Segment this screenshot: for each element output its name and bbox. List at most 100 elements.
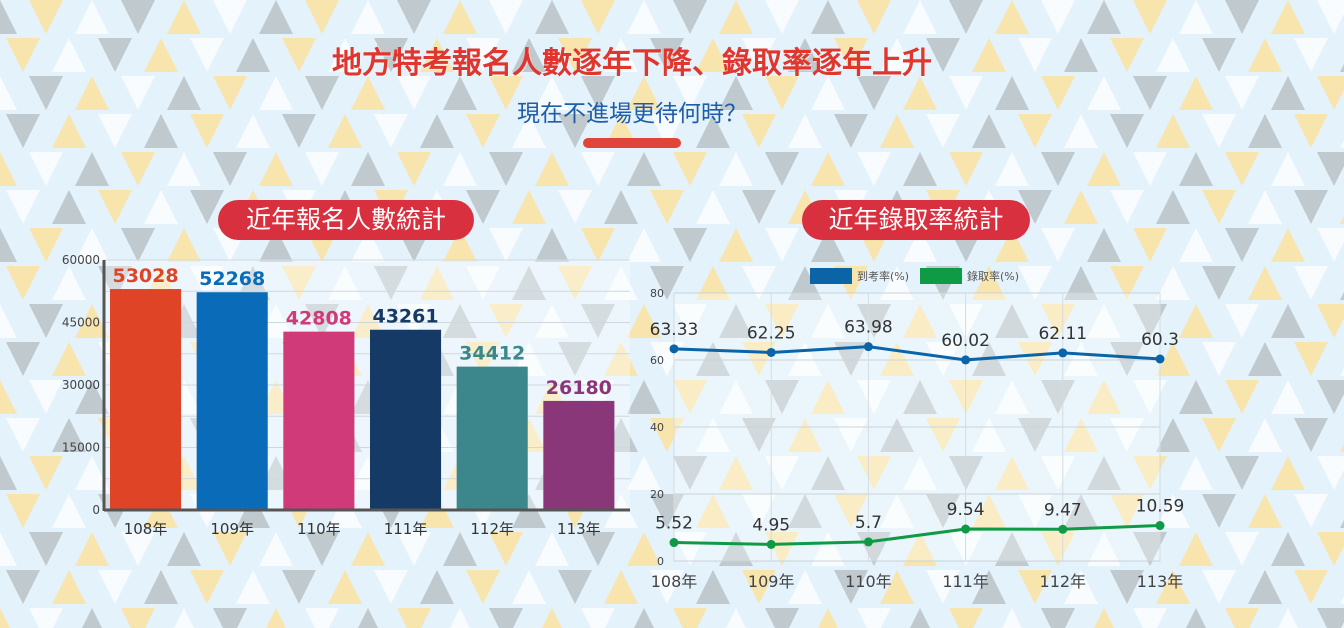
bg-triangle (742, 114, 776, 148)
bg-triangle (82, 608, 102, 628)
bg-triangle (558, 190, 592, 224)
bg-triangle (75, 228, 109, 262)
bg-triangle (765, 304, 799, 338)
bg-triangle (29, 152, 63, 186)
bg-triangle (765, 228, 799, 262)
bg-triangle (6, 570, 40, 604)
page-subtitle: 現在不進場更待何時？ (517, 101, 747, 127)
bg-triangle (1041, 608, 1075, 628)
bg-triangle (1064, 570, 1098, 604)
bg-triangle (1087, 152, 1121, 186)
bg-triangle (489, 152, 523, 186)
series-1-value-label: 60.3 (1141, 330, 1179, 350)
bg-triangle (627, 228, 661, 262)
bg-triangle (1294, 38, 1328, 72)
bg-triangle (144, 190, 178, 224)
bg-triangle (650, 38, 684, 72)
bg-triangle (1317, 456, 1344, 490)
bar-3 (283, 331, 355, 510)
bg-triangle (696, 114, 730, 148)
bg-triangle (1018, 190, 1052, 224)
bg-triangle (1064, 494, 1098, 528)
bg-triangle (581, 0, 615, 34)
bg-triangle (1225, 456, 1259, 490)
bg-triangle (742, 494, 776, 528)
bg-triangle (1064, 418, 1098, 452)
bg-triangle (489, 76, 523, 110)
bg-triangle (190, 190, 224, 224)
bg-triangle (1248, 342, 1282, 376)
bg-triangle (282, 570, 316, 604)
bg-triangle (1041, 152, 1075, 186)
bg-triangle (443, 532, 477, 566)
bg-triangle (1294, 114, 1328, 148)
bg-triangle (443, 228, 477, 262)
bg-triangle (765, 380, 799, 414)
bg-triangle (1202, 38, 1236, 72)
bg-triangle (880, 114, 914, 148)
bg-triangle (1248, 266, 1282, 300)
bg-triangle (1041, 0, 1075, 34)
bg-triangle (1317, 76, 1344, 110)
series-2-value-label: 9.47 (1044, 500, 1082, 520)
bg-triangle (450, 608, 470, 628)
bar-y-tick-label: 15000 (62, 441, 100, 455)
bg-triangle (1248, 570, 1282, 604)
bg-triangle (880, 570, 914, 604)
bg-triangle (1317, 532, 1344, 566)
bg-triangle (949, 152, 983, 186)
bg-triangle (1133, 532, 1167, 566)
bg-triangle (742, 190, 776, 224)
bg-triangle (903, 228, 937, 262)
bg-triangle (443, 152, 477, 186)
bar-x-tick-label: 111年 (384, 520, 428, 538)
bg-triangle (1156, 342, 1190, 376)
bg-triangle (213, 0, 247, 34)
bg-triangle (535, 304, 569, 338)
bar-x-tick-label: 112年 (470, 520, 514, 538)
bg-triangle (1340, 596, 1344, 604)
bg-triangle (29, 456, 63, 490)
bg-triangle (443, 0, 477, 34)
line-y-tick-label: 20 (650, 488, 664, 501)
bg-triangle (995, 0, 1029, 34)
bg-triangle (29, 76, 63, 110)
bg-triangle (1133, 304, 1167, 338)
bg-triangle (1087, 76, 1121, 110)
series-2-point (1058, 524, 1068, 534)
bg-triangle (650, 570, 684, 604)
bg-triangle (512, 570, 546, 604)
bg-triangle (52, 114, 86, 148)
bg-triangle (1317, 380, 1344, 414)
bg-triangle (397, 532, 431, 566)
bg-triangle (6, 114, 40, 148)
bg-triangle (1278, 608, 1298, 628)
bg-triangle (1225, 304, 1259, 338)
bg-triangle (1133, 228, 1167, 262)
bg-triangle (213, 152, 247, 186)
bg-triangle (995, 304, 1029, 338)
bg-triangle (627, 532, 661, 566)
bar-4 (370, 329, 442, 510)
bg-triangle (627, 456, 661, 490)
bg-triangle (282, 114, 316, 148)
bg-triangle (627, 380, 661, 414)
bg-triangle (1041, 304, 1075, 338)
bg-triangle (1225, 532, 1259, 566)
bg-triangle (512, 190, 546, 224)
bg-triangle (144, 114, 178, 148)
bg-triangle (535, 532, 569, 566)
bg-triangle (1248, 494, 1282, 528)
bg-triangle (811, 456, 845, 490)
bg-triangle (52, 570, 86, 604)
line-x-tick-label: 110年 (845, 572, 892, 591)
bg-triangle (358, 608, 378, 628)
bg-triangle (673, 228, 707, 262)
bg-triangle (1225, 76, 1259, 110)
bg-triangle (1179, 532, 1213, 566)
bg-triangle (1271, 380, 1305, 414)
bg-triangle (0, 456, 17, 490)
bg-triangle (0, 152, 17, 186)
bg-triangle (972, 570, 1006, 604)
